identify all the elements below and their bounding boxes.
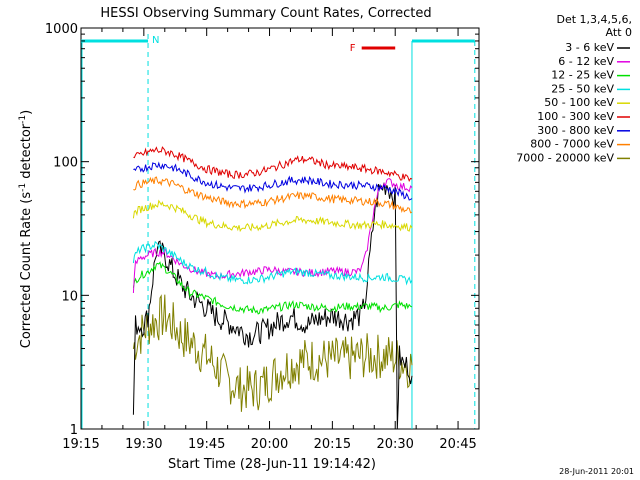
legend-label: 6 - 12 keV [558,55,614,68]
y-axis-label-sup2: -1 [18,115,28,124]
y-axis-label-suffix: ) [19,110,34,115]
legend-label: 300 - 800 keV [537,124,614,137]
y-tick-label: 10 [61,289,78,304]
y-tick-label: 1000 [45,22,78,37]
x-tick-label: 19:45 [188,437,225,452]
series-layer [132,146,413,430]
x-tick-label: 19:15 [62,437,99,452]
legend-label: 100 - 300 keV [537,110,614,123]
legend-title-line-1: Det 1,3,4,5,6, [556,13,632,26]
x-tick-label: 20:00 [251,437,288,452]
y-axis-label-mid: detector [19,123,34,183]
plot-frame [80,27,480,430]
series-line-3 [132,240,413,286]
legend-label: 50 - 100 keV [544,96,614,109]
y-tick-label: 1 [70,423,78,438]
axis-layer: 19:15 19:30 19:45 20:00 20:15 20:30 20:45 1 10 10… [45,22,480,452]
night-markers: N [81,34,476,429]
generation-timestamp: 28-Jun-2011 20:01 [559,467,634,476]
legend-title-line-2: Att 0 [606,26,632,39]
night-label: N [152,35,159,46]
y-axis-label: Corrected Count Rate (s-1 detector-1) [18,110,34,348]
y-axis-label-prefix: Corrected Count Rate (s [19,192,34,349]
legend-label: 12 - 25 keV [551,69,614,82]
series-line-5 [133,146,413,182]
series-line-1 [132,178,413,294]
x-tick-label: 20:45 [439,437,476,452]
series-line-7 [133,176,413,214]
y-axis-label-sup1: -1 [18,183,28,192]
y-tick-label: 100 [53,156,78,171]
chart-title: HESSI Observing Summary Count Rates, Cor… [100,6,431,21]
series-line-2 [132,261,413,315]
series-line-4 [132,199,413,233]
series-line-6 [133,161,413,201]
legend-label: 7000 - 20000 keV [516,151,614,164]
x-tick-label: 20:30 [376,437,413,452]
x-axis-label: Start Time (28-Jun-11 19:14:42) [168,457,376,472]
legend-label: 3 - 6 keV [565,41,614,54]
x-tick-label: 20:15 [314,437,351,452]
flare-layer: F [350,43,396,54]
legend-label: 25 - 50 keV [551,82,614,95]
series-line-8 [132,294,413,412]
flare-label: F [350,43,356,54]
legend-label: 800 - 7000 keV [530,138,614,151]
x-tick-label: 19:30 [125,437,162,452]
